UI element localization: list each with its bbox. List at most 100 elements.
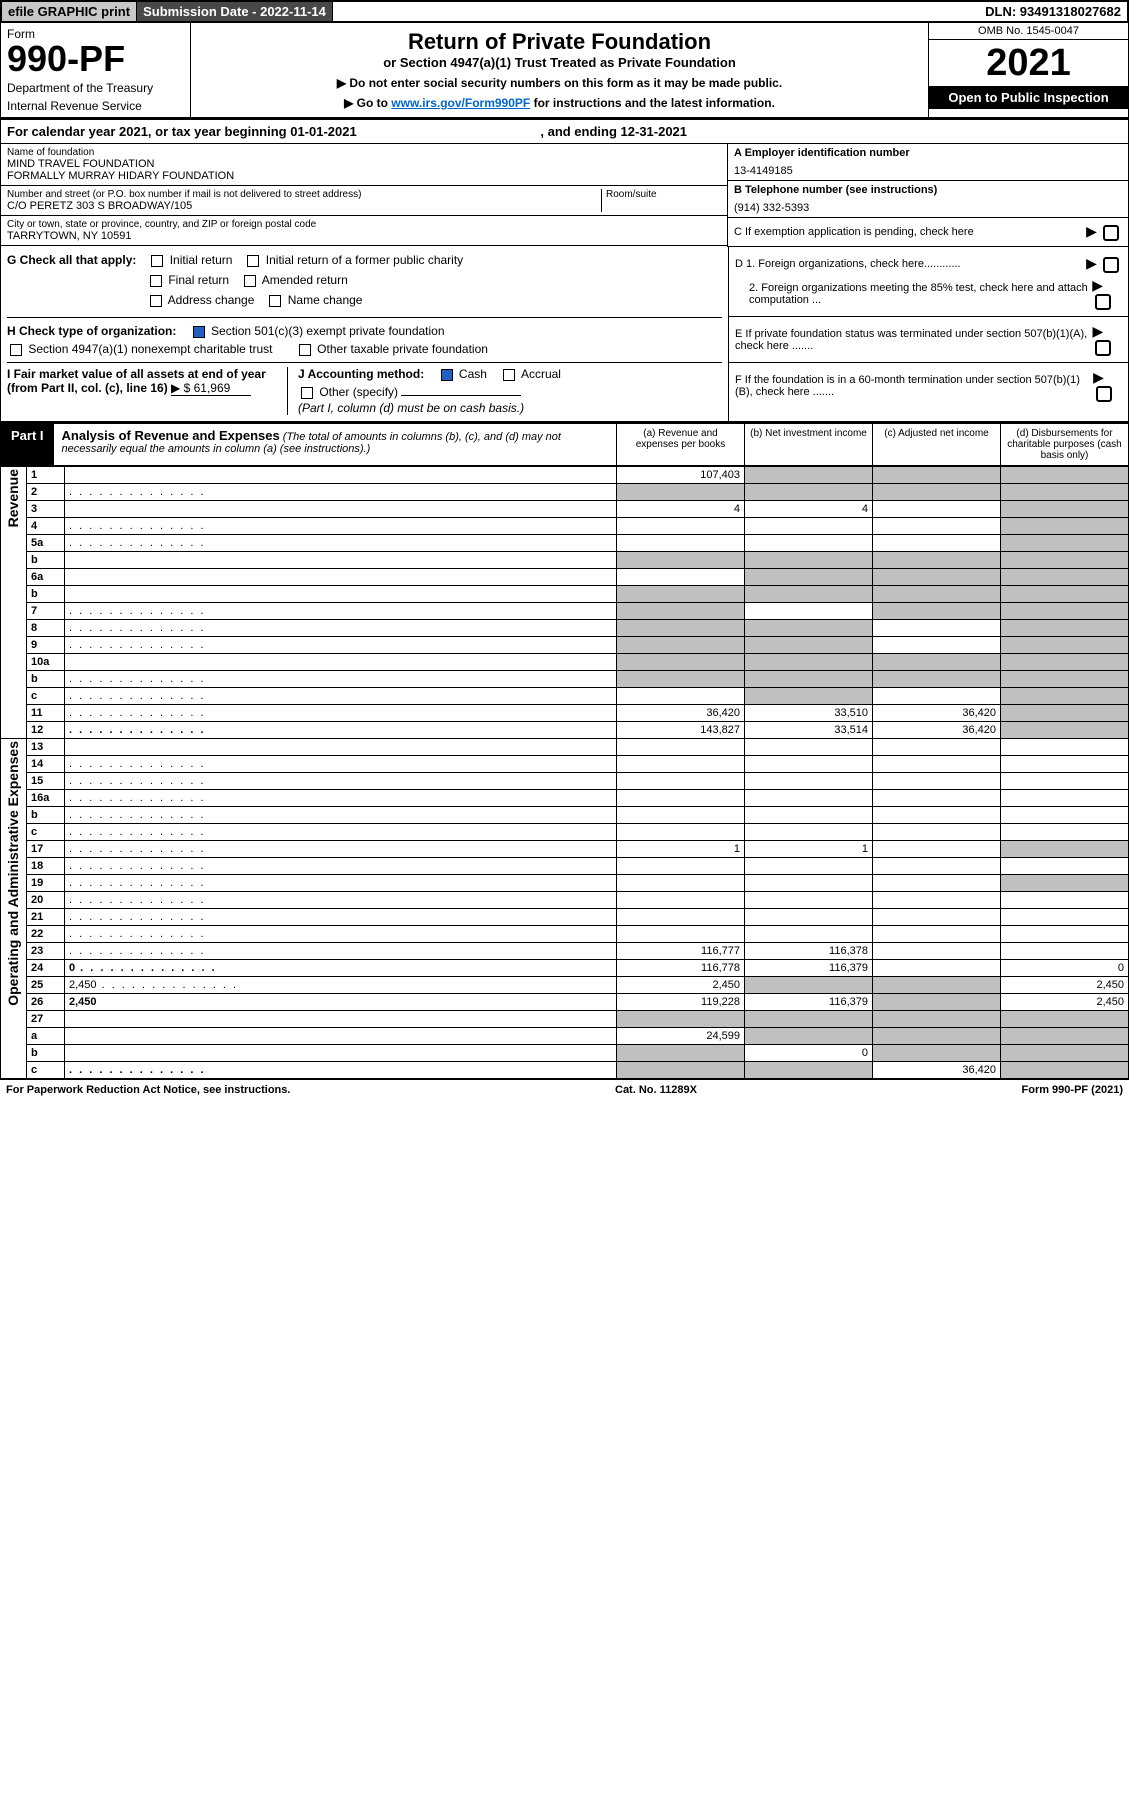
d2-checkbox[interactable]	[1095, 294, 1111, 310]
cell-b	[745, 807, 873, 824]
top-bar: efile GRAPHIC print Submission Date - 20…	[0, 0, 1129, 23]
g-final-return-checkbox[interactable]	[150, 275, 162, 287]
line-desc	[65, 773, 617, 790]
h-other-checkbox[interactable]	[299, 344, 311, 356]
table-row: 1711	[1, 841, 1129, 858]
cell-d	[1001, 1045, 1129, 1062]
table-row: 252,4502,4502,450	[1, 977, 1129, 994]
g-address-change-checkbox[interactable]	[150, 295, 162, 307]
omb-number: OMB No. 1545-0047	[929, 23, 1128, 40]
line-number: 26	[27, 994, 65, 1011]
cell-d	[1001, 535, 1129, 552]
cell-a	[617, 484, 745, 501]
g-name-change-checkbox[interactable]	[269, 295, 281, 307]
e-label: E If private foundation status was termi…	[735, 328, 1092, 352]
table-row: c	[1, 824, 1129, 841]
j-accrual-checkbox[interactable]	[503, 369, 515, 381]
line-desc	[65, 892, 617, 909]
e-checkbox[interactable]	[1095, 340, 1111, 356]
cell-c	[873, 501, 1001, 518]
line-desc: 0	[65, 960, 617, 977]
cell-a	[617, 875, 745, 892]
g-initial-return-checkbox[interactable]	[151, 255, 163, 267]
g-amended-checkbox[interactable]	[244, 275, 256, 287]
line-number: 19	[27, 875, 65, 892]
table-row: b	[1, 552, 1129, 569]
cell-a: 4	[617, 501, 745, 518]
line-desc	[65, 926, 617, 943]
j-cash-checkbox[interactable]	[441, 369, 453, 381]
form-title: Return of Private Foundation	[197, 29, 922, 55]
j-note: (Part I, column (d) must be on cash basi…	[298, 401, 722, 415]
cell-b: 116,378	[745, 943, 873, 960]
phone-val: (914) 332-5393	[734, 202, 1122, 214]
cell-b	[745, 926, 873, 943]
line-number: 18	[27, 858, 65, 875]
cell-c	[873, 926, 1001, 943]
j-accrual: Accrual	[521, 367, 561, 381]
cell-c	[873, 586, 1001, 603]
h-4947-checkbox[interactable]	[10, 344, 22, 356]
cell-b	[745, 773, 873, 790]
calyear-a: For calendar year 2021, or tax year begi…	[7, 124, 357, 139]
sidebar-oae-label: Operating and Administrative Expenses	[5, 741, 21, 1006]
d1-checkbox[interactable]	[1103, 257, 1119, 273]
cell-b	[745, 569, 873, 586]
cell-d	[1001, 569, 1129, 586]
j-other-checkbox[interactable]	[301, 387, 313, 399]
info-block: Name of foundation MIND TRAVEL FOUNDATIO…	[0, 144, 1129, 247]
h-501c3-checkbox[interactable]	[193, 326, 205, 338]
cell-c	[873, 484, 1001, 501]
cell-d	[1001, 875, 1129, 892]
cell-c	[873, 1045, 1001, 1062]
cell-a	[617, 1062, 745, 1079]
form-number: 990-PF	[7, 41, 184, 77]
cell-d	[1001, 518, 1129, 535]
line-desc	[65, 875, 617, 892]
h-opt-0: Section 501(c)(3) exempt private foundat…	[211, 324, 444, 338]
cell-c	[873, 773, 1001, 790]
table-row: 12143,82733,51436,420	[1, 722, 1129, 739]
g-initial-former-checkbox[interactable]	[247, 255, 259, 267]
sidebar-revenue: Revenue	[1, 467, 27, 739]
c-checkbox[interactable]	[1103, 225, 1119, 241]
cell-d	[1001, 824, 1129, 841]
cell-b: 116,379	[745, 960, 873, 977]
line-desc	[65, 501, 617, 518]
table-row: 7	[1, 603, 1129, 620]
line-desc	[65, 620, 617, 637]
cell-b	[745, 671, 873, 688]
cell-c: 36,420	[873, 722, 1001, 739]
g-opt-1: Final return	[168, 273, 229, 287]
table-row: 2	[1, 484, 1129, 501]
line-desc	[65, 943, 617, 960]
cell-c	[873, 671, 1001, 688]
cell-d	[1001, 943, 1129, 960]
form990pf-link[interactable]: www.irs.gov/Form990PF	[391, 96, 530, 110]
cell-c	[873, 960, 1001, 977]
h-opt-1: Section 4947(a)(1) nonexempt charitable …	[28, 342, 272, 356]
d1-label: D 1. Foreign organizations, check here..…	[735, 258, 961, 270]
sidebar-revenue-label: Revenue	[5, 469, 21, 527]
cell-d	[1001, 739, 1129, 756]
i-val: ▶ $ 61,969	[171, 381, 251, 396]
cell-c	[873, 467, 1001, 484]
part1-header: Part I Analysis of Revenue and Expenses …	[0, 422, 1129, 466]
cell-a: 107,403	[617, 467, 745, 484]
cell-a	[617, 535, 745, 552]
cell-c	[873, 875, 1001, 892]
cell-b: 33,514	[745, 722, 873, 739]
line-number: 27	[27, 1011, 65, 1028]
cell-d	[1001, 909, 1129, 926]
table-row: 4	[1, 518, 1129, 535]
footer-mid: Cat. No. 11289X	[615, 1084, 697, 1096]
cell-d	[1001, 705, 1129, 722]
dept-irs: Internal Revenue Service	[7, 99, 184, 113]
table-row: 1136,42033,51036,420	[1, 705, 1129, 722]
dln: DLN: 93491318027682	[979, 2, 1127, 21]
f-checkbox[interactable]	[1096, 386, 1112, 402]
g-opt-4: Amended return	[262, 273, 348, 287]
footer-left: For Paperwork Reduction Act Notice, see …	[6, 1084, 290, 1096]
table-row: a24,599	[1, 1028, 1129, 1045]
name-label: Name of foundation	[7, 147, 721, 158]
